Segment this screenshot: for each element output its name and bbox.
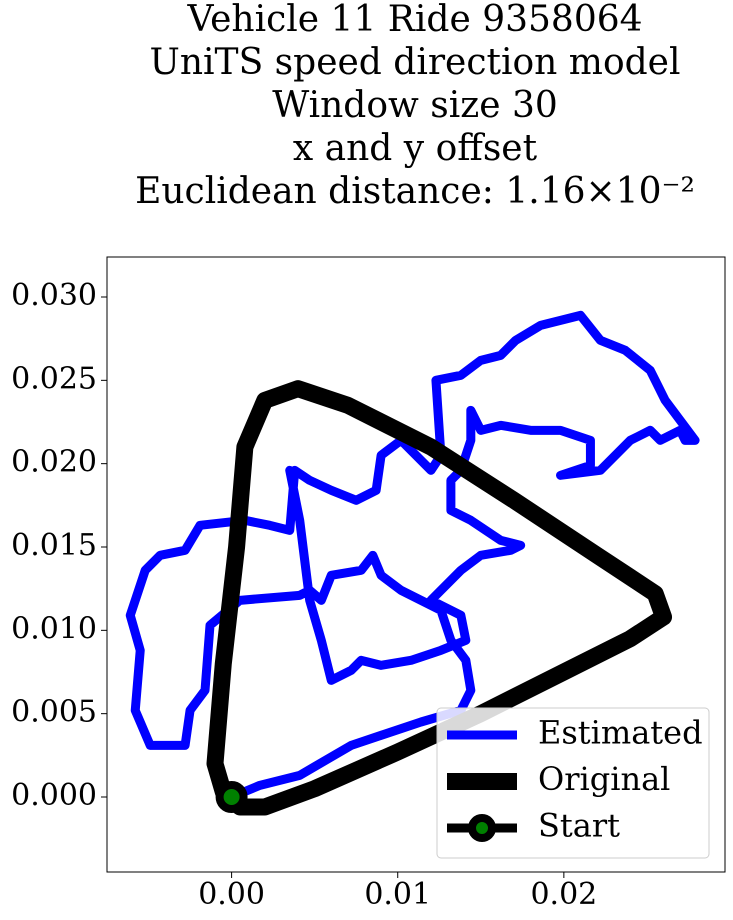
x-tick-label: 0.00 (198, 877, 265, 912)
x-tick-label: 0.02 (530, 877, 597, 912)
y-tick-label: 0.020 (11, 445, 97, 480)
y-tick-label: 0.015 (11, 528, 97, 563)
start-marker (215, 781, 248, 813)
plot-frame (106, 256, 726, 873)
chart-title: Window size 30 (272, 85, 558, 126)
y-tick-label: 0.025 (11, 361, 97, 396)
chart-title: UniTS speed direction model (150, 42, 681, 83)
y-tick-label: 0.000 (11, 778, 97, 813)
legend-box (436, 707, 710, 859)
chart-title: Euclidean distance: 1.16×10⁻² (135, 171, 695, 212)
series-line (125, 310, 700, 802)
y-tick-label: 0.005 (11, 695, 97, 730)
x-tick-label: 0.01 (364, 877, 431, 912)
chart-title: x and y offset (293, 128, 538, 169)
y-tick-label: 0.030 (11, 278, 97, 313)
legend-label: Estimated (538, 714, 703, 752)
y-tick-label: 0.010 (11, 611, 97, 646)
legend-label: Original (538, 760, 670, 798)
series-line (206, 380, 673, 816)
legend-marker (468, 814, 496, 842)
legend-label: Start (538, 807, 620, 845)
plot-area (125, 310, 700, 816)
chart-title: Vehicle 11 Ride 9358064 (186, 0, 642, 40)
